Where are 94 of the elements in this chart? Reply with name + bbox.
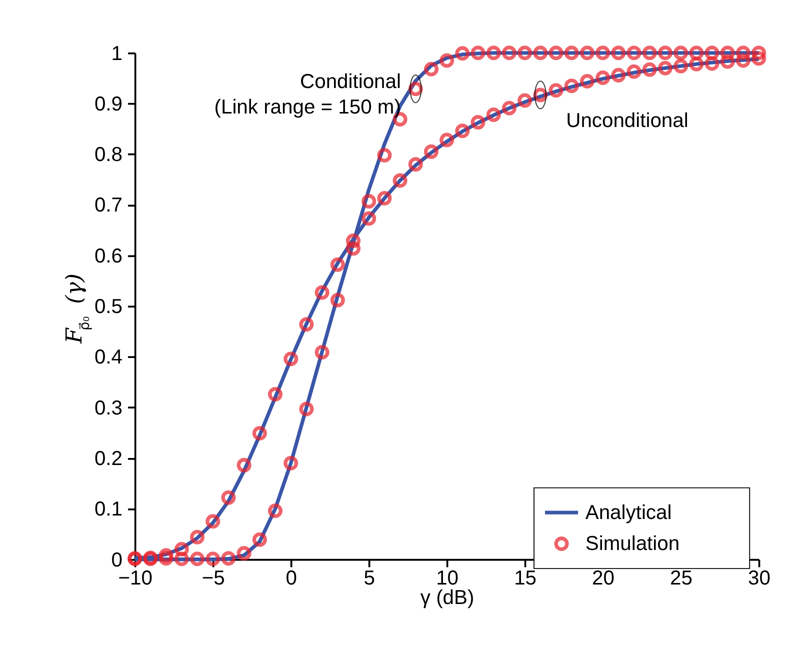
- point: [626, 46, 642, 60]
- point: [564, 78, 579, 94]
- x-tick-label: −5: [202, 568, 225, 590]
- point: [408, 157, 423, 172]
- point: [502, 100, 516, 116]
- annotation: Unconditional: [566, 110, 688, 132]
- point: [470, 46, 486, 60]
- point: [221, 490, 236, 505]
- y-axis-title: Fρ⃗₀(γ): [62, 274, 93, 344]
- point: [658, 60, 672, 76]
- point: [440, 53, 454, 68]
- point: [455, 124, 470, 138]
- point: [689, 46, 704, 60]
- y-tick-label: 1: [111, 42, 122, 65]
- legend-label: Analytical: [585, 502, 672, 524]
- point: [704, 56, 720, 71]
- point: [158, 551, 174, 566]
- point: [346, 234, 361, 248]
- point: [736, 46, 750, 60]
- point: [736, 53, 750, 68]
- x-tick-label: 25: [670, 568, 692, 590]
- point: [596, 70, 610, 85]
- point: [158, 548, 174, 563]
- point: [486, 46, 501, 60]
- point: [314, 285, 330, 300]
- point: [236, 546, 252, 561]
- point: [642, 62, 657, 77]
- point: [548, 46, 564, 60]
- point: [611, 68, 626, 82]
- point: [704, 46, 720, 60]
- point: [455, 46, 470, 61]
- point: [190, 530, 205, 544]
- point: [440, 132, 454, 148]
- point: [377, 148, 392, 162]
- x-tick-label: 5: [364, 568, 375, 590]
- point: [424, 62, 439, 76]
- point: [252, 426, 267, 441]
- point: [626, 64, 642, 79]
- x-tick-label: 15: [514, 568, 537, 590]
- y-tick-label: 0.1: [94, 498, 122, 521]
- point: [486, 107, 501, 122]
- point: [392, 173, 408, 188]
- point: [268, 387, 283, 402]
- point: [362, 194, 376, 209]
- legend-label: Simulation: [585, 533, 680, 556]
- point: [362, 211, 376, 226]
- point: [206, 552, 220, 566]
- point: [221, 551, 236, 566]
- point: [314, 344, 330, 360]
- x-tick-label: 0: [286, 568, 297, 590]
- point: [377, 191, 392, 206]
- point: [502, 46, 516, 60]
- point: [674, 46, 688, 60]
- y-tick-label: 0.6: [94, 245, 122, 268]
- point: [689, 56, 704, 72]
- point: [518, 93, 532, 108]
- point: [580, 74, 594, 89]
- point: [470, 115, 486, 130]
- point: [236, 458, 252, 472]
- point: [299, 317, 314, 332]
- point: [548, 83, 564, 98]
- y-tick-label: 0.9: [94, 93, 122, 116]
- point: [330, 257, 345, 272]
- point: [596, 46, 610, 60]
- x-tick-label: 20: [592, 568, 614, 590]
- point: [330, 292, 345, 308]
- point: [611, 46, 626, 60]
- point: [674, 58, 688, 74]
- y-tick-label: 0.7: [94, 194, 122, 217]
- y-tick-label: 0.4: [94, 346, 122, 369]
- point: [284, 352, 298, 366]
- point: [720, 46, 735, 60]
- point: [564, 46, 579, 60]
- x-tick-label: 30: [748, 568, 770, 590]
- point: [268, 504, 283, 518]
- point: [720, 54, 735, 69]
- point: [174, 552, 189, 566]
- point: [346, 241, 361, 256]
- point: [424, 144, 439, 159]
- point: [533, 46, 548, 60]
- point: [284, 456, 298, 470]
- y-tick-label: 0.8: [94, 144, 122, 166]
- point: [299, 402, 314, 416]
- point: [252, 532, 267, 547]
- point: [518, 46, 532, 60]
- y-tick-label: 0.5: [94, 296, 122, 318]
- y-tick-label: 0.3: [94, 397, 122, 420]
- point: [190, 552, 205, 566]
- point: [658, 46, 672, 60]
- y-tick-label: 0.2: [94, 448, 122, 470]
- point: [642, 46, 657, 60]
- point: [580, 46, 594, 60]
- point: [174, 542, 189, 557]
- point: [206, 514, 220, 529]
